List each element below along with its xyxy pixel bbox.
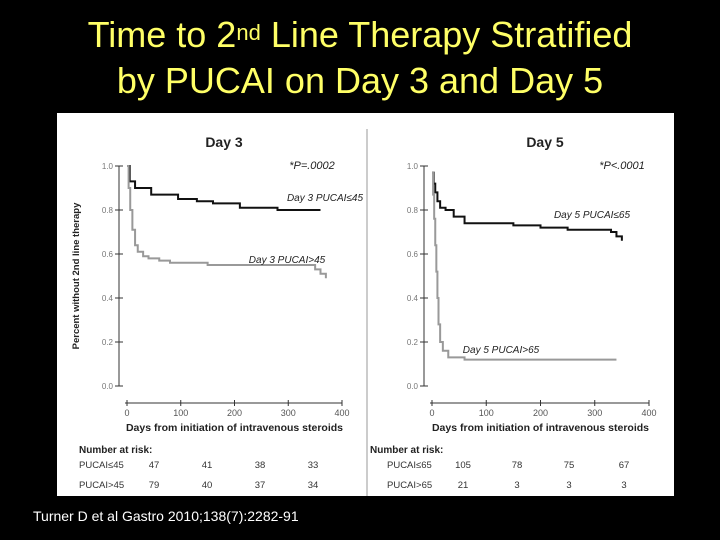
panel2-risk-row-label: PUCAI>65 [387,480,432,491]
panel1-xtick-label: 100 [173,408,188,418]
panel1-series-line-2 [127,165,327,279]
panel1-xtick-label: 0 [124,408,129,418]
panel1-risk-value: 40 [202,480,213,491]
panel2-risk-value: 67 [619,460,630,471]
panel1-xtick-label: 200 [227,408,242,418]
panel2-risk-value: 3 [621,480,626,491]
panel2-risk-value: 3 [514,480,519,491]
panel2-risk-value: 3 [566,480,571,491]
panel2-risk-value: 78 [512,460,523,471]
panel2-ytick-label: 0.4 [407,294,419,303]
panel1-title: Day 3 [205,134,243,150]
panel2-risk-value: 105 [455,460,471,471]
panel2-xtick-label: 400 [641,408,656,418]
panel2-x-axis-label: Days from initiation of intravenous ster… [432,422,649,434]
panel1-risk-value: 34 [308,480,319,491]
panel2-title: Day 5 [526,134,564,150]
panel1-risk-value: 41 [202,460,213,471]
panel1-xtick-label: 300 [281,408,296,418]
panel2-risk-row-label: PUCAI≤65 [387,460,432,471]
panel2-xtick-label: 300 [587,408,602,418]
panel1-ytick-label: 0.2 [102,338,114,347]
panel1-ytick-label: 0.8 [102,206,114,215]
panel2-xtick-label: 200 [533,408,548,418]
panel1-risk-row-label: PUCAI≤45 [79,460,124,471]
panel1-risk-value: 33 [308,460,319,471]
title-part1: Time to 2 [87,14,237,55]
slide-title: Time to 2nd Line Therapy Stratified by P… [0,12,720,104]
panel1-risk-row-label: PUCAI>45 [79,480,124,491]
slide-title-line2: by PUCAI on Day 3 and Day 5 [116,60,604,101]
panel1-risk-value: 37 [255,480,266,491]
panel1-y-axis-label: Percent without 2nd line therapy [71,202,82,349]
panel1-series-label-2: Day 3 PUCAI>45 [249,255,326,266]
panel2-risk-value: 21 [458,480,469,491]
panel1-ytick-label: 0.0 [102,382,114,391]
panel2-ytick-label: 0.6 [407,250,419,259]
panel1-series-label-1: Day 3 PUCAI≤45 [287,193,364,204]
panel1-ytick-label: 1.0 [102,162,114,171]
panel2-pvalue: *P<.0001 [599,160,645,172]
panel1-risk-value: 47 [149,460,160,471]
panel1-ytick-label: 0.4 [102,294,114,303]
panel2-ytick-label: 0.0 [407,382,419,391]
title-superscript: nd [236,20,261,45]
panel2-series-line-2 [432,171,617,361]
panel2-ytick-label: 0.8 [407,206,419,215]
panel1-pvalue: *P=.0002 [289,160,335,172]
title-part2: Line Therapy Stratified [260,14,633,55]
panel1-x-axis-label: Days from initiation of intravenous ster… [126,422,343,434]
panel1-series-line-1 [127,165,321,211]
slide-title-line1: Time to 2nd Line Therapy Stratified [0,12,720,58]
panel1-risk-value: 79 [149,480,160,491]
panel2-series-line-1 [432,171,623,241]
panel2-risk-value: 75 [564,460,575,471]
panel2-ytick-label: 1.0 [407,162,419,171]
panel2-series-label-1: Day 5 PUCAI≤65 [554,210,631,221]
citation: Turner D et al Gastro 2010;138(7):2282-9… [33,508,299,524]
panel2-series-label-2: Day 5 PUCAI>65 [463,345,540,356]
panel2-xtick-label: 0 [429,408,434,418]
panel1-risk-header: Number at risk: [79,445,152,456]
panel2-ytick-label: 0.2 [407,338,419,347]
panel1-risk-value: 38 [255,460,266,471]
panel1-ytick-label: 0.6 [102,250,114,259]
panel2-risk-header: Number at risk: [370,445,443,456]
km-figure: Day 3 *P=.0002 0.0 0.2 0.4 0.6 0.8 1.0 0 100 200 30… [57,113,674,496]
panel2-xtick-label: 100 [479,408,494,418]
panel1-xtick-label: 400 [334,408,349,418]
